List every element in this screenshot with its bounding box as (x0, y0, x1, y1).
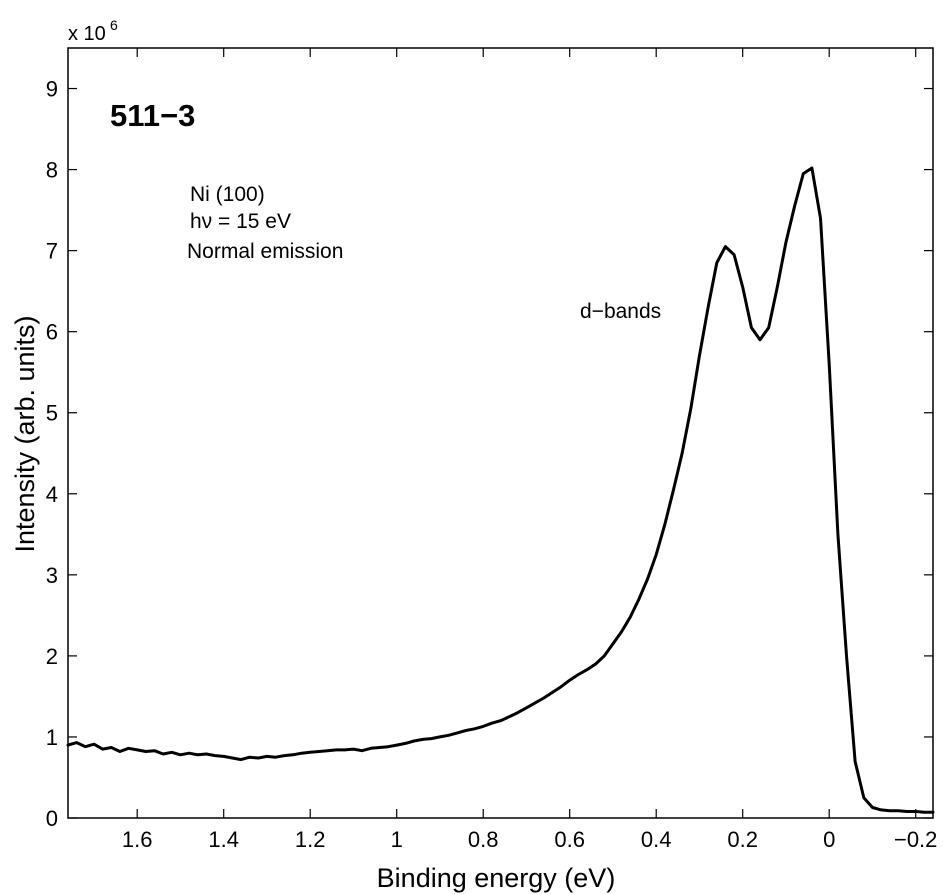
y-tick-label: 3 (46, 563, 58, 588)
x-tick-label: 0.2 (727, 827, 758, 852)
y-multiplier-exponent: 6 (110, 17, 118, 33)
x-tick-label: 1.4 (208, 827, 239, 852)
x-tick-label: 1 (391, 827, 403, 852)
y-tick-label: 2 (46, 644, 58, 669)
y-tick-label: 4 (46, 482, 58, 507)
x-tick-label: 1.2 (295, 827, 326, 852)
x-tick-label: 0 (823, 827, 835, 852)
sample-id-annotation: 511−3 (110, 98, 195, 133)
series-line-0 (66, 166, 935, 814)
x-tick-label: 0.4 (641, 827, 672, 852)
y-tick-label: 5 (46, 401, 58, 426)
axes: 1.6 1.4 1.2 1 0.8 0.6 0.4 0.2 0 −0.2 0 1 2 3 4 5 6 7 8 9 (46, 47, 937, 852)
y-tick-label: 1 (46, 725, 58, 750)
x-tick-label: 0.6 (554, 827, 585, 852)
text-layer: x 10 6 511−3 Ni (100) hν = 15 eV Normal … (10, 17, 661, 893)
plot-frame (67, 47, 934, 819)
x-axis-title: Binding energy (eV) (377, 863, 616, 893)
x-tick-label: 1.6 (122, 827, 153, 852)
y-tick-label: 9 (46, 77, 58, 102)
y-multiplier-label: x 10 (68, 23, 106, 45)
sample-line-2: hν = 15 eV (190, 210, 291, 233)
x-tick-label: 0.8 (468, 827, 499, 852)
y-tick-label: 8 (46, 158, 58, 183)
y-tick-label: 0 (46, 806, 58, 831)
y-tick-label: 7 (46, 239, 58, 264)
x-tick-label: −0.2 (894, 827, 937, 852)
sample-line-3: Normal emission (187, 240, 343, 263)
series-layer (66, 166, 935, 814)
sample-line-1: Ni (100) (190, 183, 265, 206)
y-tick-label: 6 (46, 320, 58, 345)
y-axis-title: Intensity (arb. units) (10, 315, 40, 552)
peak-label-annotation: d−bands (580, 300, 661, 323)
